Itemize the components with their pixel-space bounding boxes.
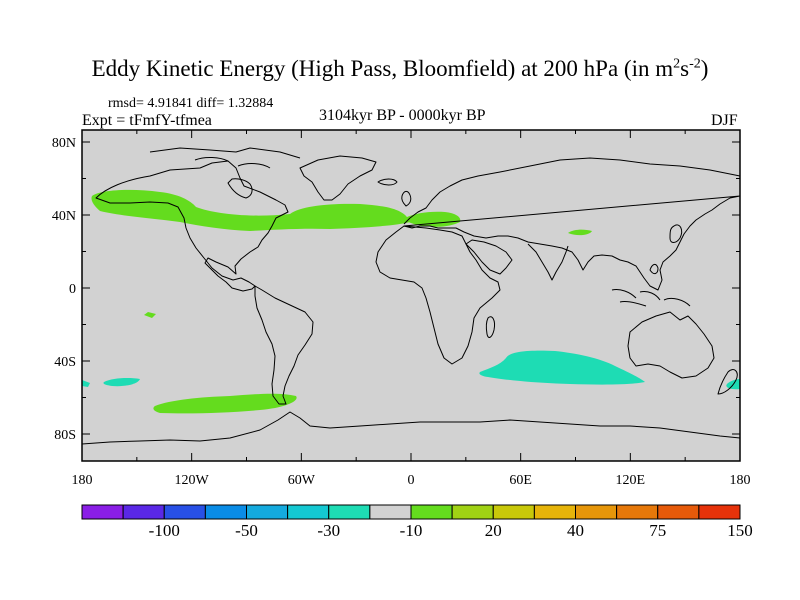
coast-new-zealand [717, 369, 738, 395]
coast-japan [669, 224, 683, 243]
colorbar-label: 20 [485, 521, 502, 540]
colorbar-label: 40 [567, 521, 584, 540]
colorbar-swatch [328, 504, 371, 520]
anomaly-tropics-positive [144, 312, 156, 318]
colorbar-swatch [657, 504, 700, 520]
lon-tick-label: 180 [730, 473, 751, 488]
anomaly-southwest-pacific-negative [103, 378, 140, 387]
lat-tick-label: 40N [52, 209, 76, 224]
colorbar-swatch [575, 504, 618, 520]
coast-india [527, 243, 569, 281]
colorbar-labels: -100 -50 -30 -10 20 40 75 150 [149, 521, 753, 540]
colorbar-label: -100 [149, 521, 180, 540]
stats-text: rmsd= 4.91841 diff= 1.32884 [108, 96, 274, 111]
colorbar-swatch [616, 504, 659, 520]
lat-tick-label: 80N [52, 136, 76, 151]
colorbar-label: -50 [235, 521, 258, 540]
lon-tick-label: 60E [509, 473, 532, 488]
coast-britain [401, 190, 412, 207]
longitude-axis: 180 120W 60W 0 60E 120E 180 [72, 130, 751, 488]
colorbar-label: 150 [727, 521, 753, 540]
coast-southeast-asia-islands [611, 263, 691, 307]
colorbar-swatch [163, 504, 206, 520]
colorbar-swatch [492, 504, 535, 520]
colorbar-swatch [287, 504, 330, 520]
colorbar-swatch [698, 504, 741, 520]
plot-title: Eddy Kinetic Energy (High Pass, Bloomfie… [91, 56, 709, 81]
anomaly-asia-positive [568, 229, 592, 236]
colorbar-swatch [451, 504, 494, 520]
colorbar-swatch [122, 504, 165, 520]
lon-tick-label: 0 [408, 473, 415, 488]
coast-hudson-bay [227, 178, 253, 199]
coastlines [81, 147, 741, 445]
coast-antarctica [81, 411, 741, 445]
anomaly-mediterranean-positive [405, 211, 461, 227]
lon-tick-label: 120W [175, 473, 210, 488]
coast-madagascar [485, 316, 495, 338]
colorbar-label: 75 [649, 521, 666, 540]
colorbar-label: -10 [400, 521, 423, 540]
coast-australia [627, 311, 715, 379]
lon-tick-label: 60W [288, 473, 316, 488]
colorbar-swatch [410, 504, 453, 520]
coast-south-america [254, 285, 314, 405]
colorbar-swatch [204, 504, 247, 520]
anomaly-south-pacific-positive [153, 393, 297, 414]
lon-tick-label: 120E [616, 473, 646, 488]
lat-tick-label: 0 [69, 282, 76, 297]
anomaly-south-indian-negative [479, 350, 645, 385]
coast-arctic-islands [149, 147, 301, 169]
period-label: 3104kyr BP - 0000kyr BP [319, 107, 486, 124]
colorbar [81, 504, 741, 520]
anomaly-west-edge-negative [82, 380, 90, 387]
lat-tick-label: 80S [54, 428, 76, 443]
coast-eurasia [403, 157, 741, 291]
coast-arabia [465, 239, 513, 275]
colorbar-swatch [533, 504, 576, 520]
anomaly-regions [82, 189, 740, 414]
coast-greenland [299, 155, 377, 201]
colorbar-swatch [246, 504, 289, 520]
season-label: DJF [711, 112, 738, 129]
anomaly-north-pacific-positive [91, 189, 411, 231]
colorbar-swatch [81, 504, 124, 520]
colorbar-label: -30 [317, 521, 340, 540]
lon-tick-label: 180 [72, 473, 93, 488]
coast-africa [375, 225, 501, 365]
latitude-axis: 80N 40N 0 40S 80S [52, 136, 740, 443]
coast-iceland [377, 178, 398, 186]
colorbar-swatch [369, 504, 412, 520]
experiment-label: Expt = tFmfY-tfmea [82, 112, 212, 129]
lat-tick-label: 40S [54, 355, 76, 370]
coast-north-america [95, 160, 289, 292]
